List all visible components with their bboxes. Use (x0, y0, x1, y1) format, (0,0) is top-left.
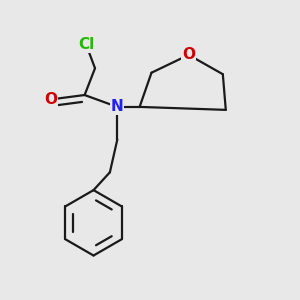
Text: N: N (111, 99, 124, 114)
Text: O: O (44, 92, 57, 107)
Text: Cl: Cl (78, 37, 94, 52)
Text: O: O (182, 47, 195, 62)
